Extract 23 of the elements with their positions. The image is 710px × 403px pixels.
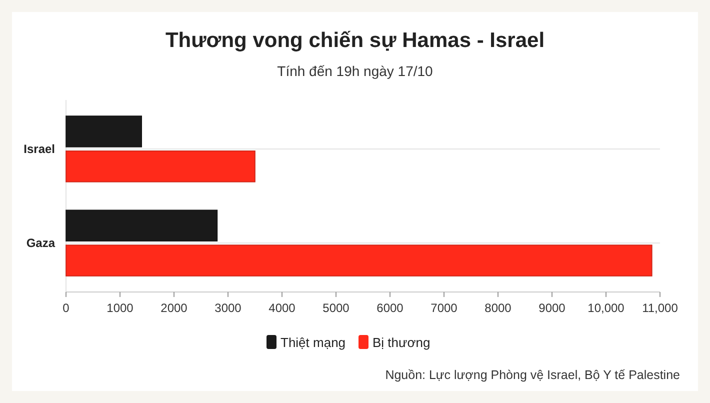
x-tick-label: 5000: [322, 301, 350, 315]
x-tick-label: 2000: [160, 301, 188, 315]
x-tick-label: 7000: [430, 301, 458, 315]
bar: [66, 244, 652, 276]
x-tick-label: 6000: [376, 301, 404, 315]
bar: [66, 116, 142, 148]
x-tick-label: 9000: [538, 301, 566, 315]
bar: [66, 210, 218, 242]
y-tick-label: Israel: [24, 142, 55, 156]
legend-label: Thiệt mạng: [280, 335, 346, 350]
chart-title: Thương vong chiến sự Hamas - Israel: [165, 29, 545, 52]
y-tick-label: Gaza: [26, 236, 56, 250]
legend-label: Bị thương: [372, 335, 430, 350]
x-tick-label: 10,000: [588, 301, 625, 315]
bar: [66, 150, 256, 182]
x-tick-label: 8000: [484, 301, 512, 315]
text: Nguồn: Lực lượng Phòng vệ Israel, Bộ Y tế Palestine: [385, 368, 680, 382]
x-tick-label: 1000: [106, 301, 134, 315]
chart-subtitle: Tính đến 19h ngày 17/10: [277, 63, 434, 79]
x-tick-label: 3000: [214, 301, 242, 315]
x-tick-label: 0: [62, 301, 70, 315]
x-tick-label: 11,000: [642, 301, 678, 315]
x-tick-label: 4000: [268, 301, 296, 315]
